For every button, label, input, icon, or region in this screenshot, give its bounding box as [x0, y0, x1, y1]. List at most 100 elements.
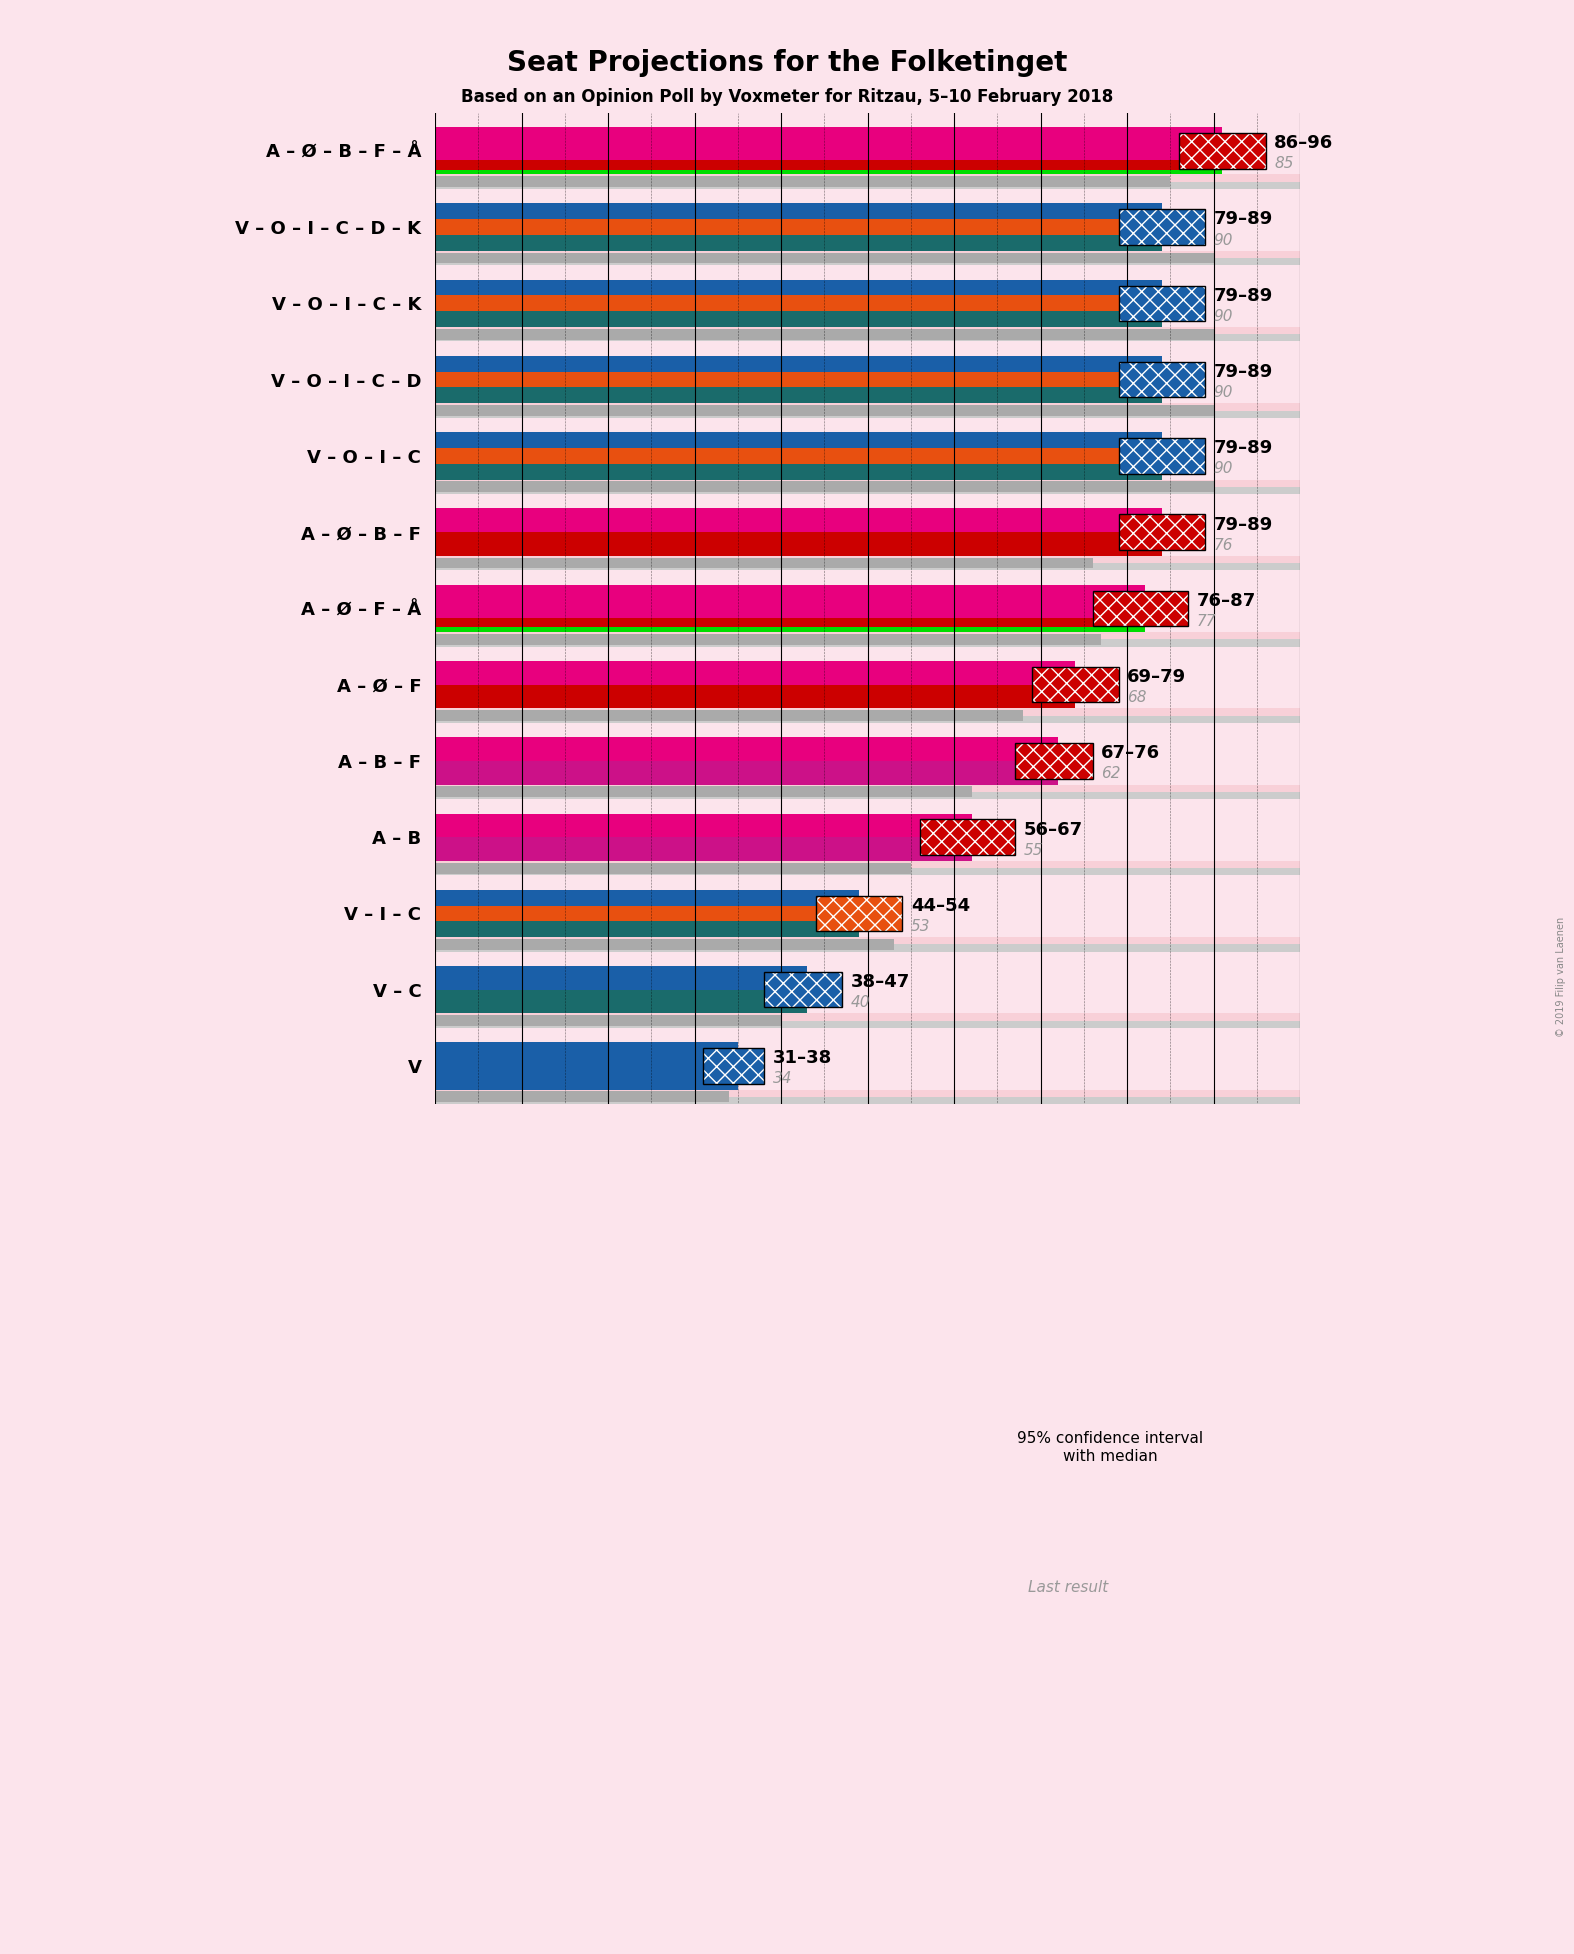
- Bar: [1119, 514, 1206, 549]
- Bar: [436, 709, 1023, 721]
- Bar: [436, 479, 1300, 494]
- Bar: [1179, 133, 1265, 168]
- FancyBboxPatch shape: [1084, 1510, 1136, 1559]
- Bar: [436, 631, 1300, 647]
- Bar: [704, 1047, 763, 1084]
- Bar: [436, 905, 859, 922]
- Bar: [436, 279, 1162, 295]
- Text: 79–89: 79–89: [1214, 440, 1273, 457]
- Bar: [1119, 438, 1206, 473]
- Bar: [815, 895, 902, 932]
- Bar: [436, 991, 807, 1014]
- Bar: [436, 938, 1300, 952]
- Bar: [436, 786, 1300, 799]
- Bar: [436, 481, 1214, 492]
- Bar: [436, 170, 1223, 174]
- Bar: [436, 403, 1300, 410]
- Bar: [436, 174, 1300, 190]
- Bar: [1179, 133, 1265, 168]
- Bar: [436, 1092, 729, 1102]
- Bar: [436, 938, 1300, 944]
- Bar: [436, 617, 1144, 627]
- Bar: [436, 1014, 1300, 1028]
- Bar: [436, 356, 1162, 371]
- Text: 69–79: 69–79: [1127, 668, 1187, 686]
- Bar: [436, 371, 1162, 387]
- Bar: [1119, 285, 1206, 320]
- Bar: [436, 250, 1300, 258]
- Bar: [1179, 133, 1265, 168]
- Bar: [436, 836, 971, 862]
- Bar: [436, 432, 1162, 447]
- Text: 79–89: 79–89: [1214, 516, 1273, 533]
- Bar: [436, 631, 1300, 639]
- Text: 38–47: 38–47: [850, 973, 910, 991]
- Bar: [436, 627, 1144, 631]
- Bar: [436, 1016, 781, 1026]
- Bar: [436, 889, 859, 905]
- Bar: [436, 707, 1300, 715]
- Text: Last result: Last result: [1028, 1581, 1108, 1594]
- Text: 85: 85: [1275, 156, 1294, 172]
- Bar: [436, 1090, 1300, 1104]
- Bar: [436, 326, 1300, 334]
- Bar: [436, 387, 1162, 403]
- Bar: [436, 403, 1300, 418]
- FancyBboxPatch shape: [1028, 1510, 1080, 1559]
- Bar: [1119, 514, 1206, 549]
- Bar: [436, 252, 1214, 264]
- Bar: [436, 160, 1223, 170]
- Bar: [1033, 666, 1119, 701]
- Bar: [436, 404, 1214, 416]
- Bar: [436, 786, 971, 797]
- Text: 77: 77: [1196, 614, 1217, 629]
- Bar: [436, 760, 1058, 786]
- Text: 62: 62: [1102, 766, 1121, 782]
- Bar: [1119, 361, 1206, 397]
- Text: © 2019 Filip van Laenen: © 2019 Filip van Laenen: [1557, 916, 1566, 1038]
- Text: 90: 90: [1214, 309, 1234, 324]
- Text: 90: 90: [1214, 385, 1234, 401]
- Bar: [436, 555, 1300, 563]
- Bar: [436, 862, 1300, 868]
- Bar: [704, 1047, 763, 1084]
- Text: 79–89: 79–89: [1214, 287, 1273, 305]
- Text: 76–87: 76–87: [1196, 592, 1256, 610]
- Bar: [1119, 209, 1206, 244]
- Bar: [1015, 743, 1092, 778]
- Bar: [919, 819, 1015, 856]
- Bar: [436, 463, 1162, 479]
- Bar: [436, 250, 1300, 266]
- Text: 67–76: 67–76: [1102, 744, 1160, 762]
- Bar: [704, 1047, 763, 1084]
- Text: 79–89: 79–89: [1214, 363, 1273, 381]
- Bar: [436, 479, 1300, 487]
- Bar: [436, 862, 1300, 875]
- Bar: [1092, 590, 1188, 625]
- Bar: [436, 1014, 1300, 1020]
- Text: 95% confidence interval
with median: 95% confidence interval with median: [1017, 1430, 1203, 1464]
- Bar: [436, 508, 1162, 531]
- Text: 55: 55: [1023, 842, 1044, 858]
- Bar: [436, 684, 1075, 707]
- Bar: [436, 326, 1300, 342]
- Text: 31–38: 31–38: [773, 1049, 831, 1067]
- Text: 90: 90: [1214, 233, 1234, 248]
- Text: 86–96: 86–96: [1275, 135, 1333, 152]
- Text: 44–54: 44–54: [911, 897, 970, 914]
- Bar: [436, 737, 1058, 760]
- Bar: [436, 176, 1171, 188]
- Text: 90: 90: [1214, 461, 1234, 477]
- Bar: [1119, 285, 1206, 320]
- Bar: [436, 584, 1144, 617]
- Bar: [436, 127, 1223, 160]
- Bar: [919, 819, 1015, 856]
- Bar: [436, 219, 1162, 234]
- Bar: [815, 895, 902, 932]
- Bar: [436, 1041, 738, 1090]
- Bar: [436, 940, 894, 950]
- Bar: [436, 203, 1162, 219]
- Bar: [436, 1090, 1300, 1096]
- Bar: [763, 971, 842, 1008]
- Text: 40: 40: [850, 995, 870, 1010]
